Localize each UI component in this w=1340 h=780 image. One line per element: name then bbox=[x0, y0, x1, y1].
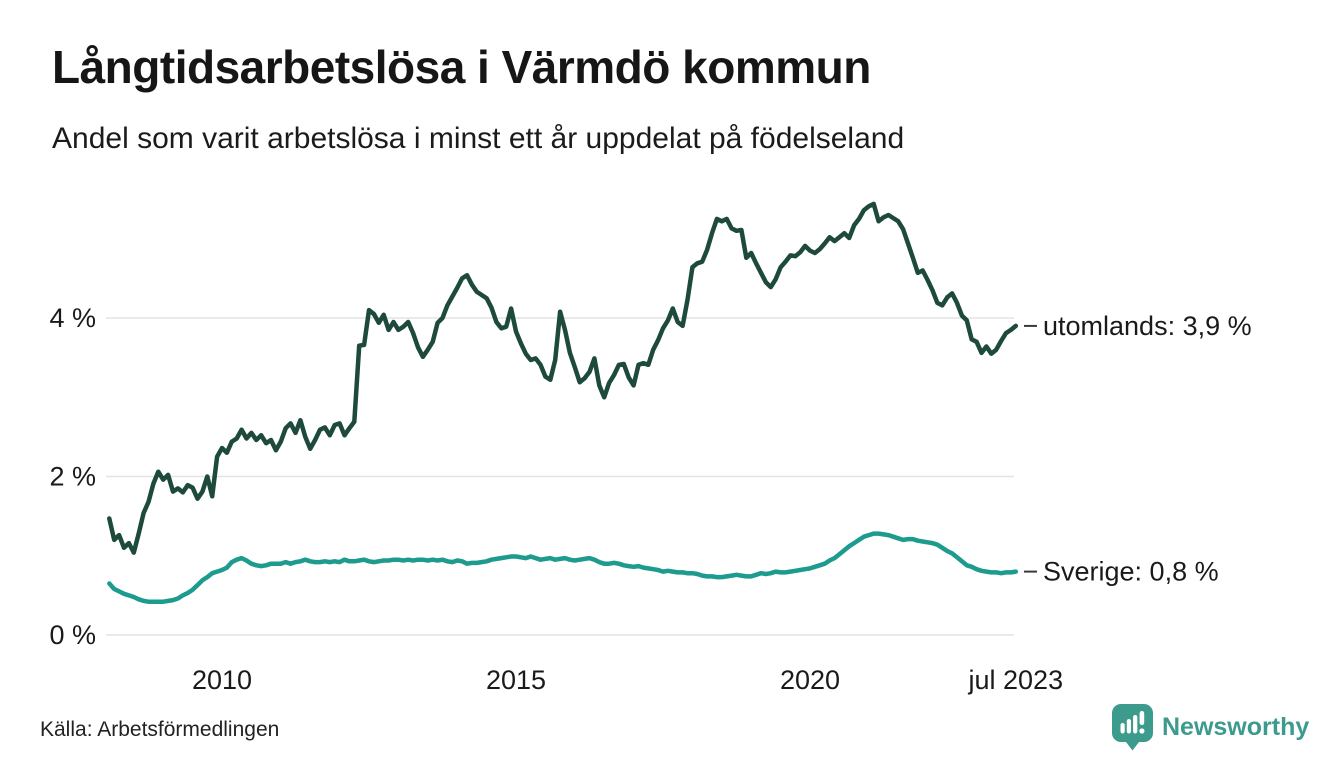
series-utomlands-line bbox=[107, 201, 1019, 555]
y-axis-tick-0: 0 % bbox=[49, 620, 96, 650]
y-axis-tick-4: 4 % bbox=[49, 303, 96, 333]
sverige-end-label: Sverige: 0,8 % bbox=[1043, 557, 1219, 587]
x-axis-tick-2020: 2020 bbox=[780, 665, 840, 695]
newsworthy-logo: Newsworthy bbox=[1112, 704, 1309, 751]
x-axis-tick-2015: 2015 bbox=[486, 665, 546, 695]
page-title: Långtidsarbetslösa i Värmdö kommun bbox=[52, 41, 871, 93]
y-axis-tick-2: 2 % bbox=[49, 462, 96, 492]
newsworthy-wordmark: Newsworthy bbox=[1162, 713, 1310, 741]
x-axis-tick-jul-2023: jul 2023 bbox=[968, 665, 1064, 695]
newsworthy-speech-bubble-chart-icon bbox=[1112, 704, 1153, 751]
series-sverige-line bbox=[107, 531, 1019, 604]
page-subtitle: Andel som varit arbetslösa i minst ett å… bbox=[52, 122, 905, 155]
utomlands-end-label: utomlands: 3,9 % bbox=[1043, 311, 1252, 341]
x-axis-tick-2010: 2010 bbox=[192, 665, 252, 695]
source-note: Källa: Arbetsförmedlingen bbox=[40, 718, 280, 741]
